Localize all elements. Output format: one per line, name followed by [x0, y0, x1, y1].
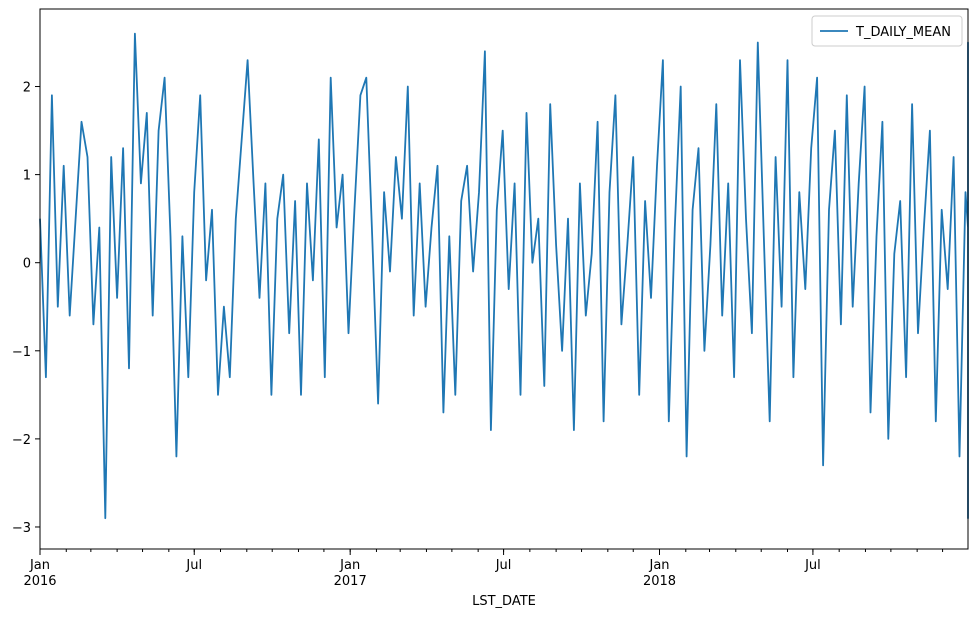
y-tick-label: −3 [12, 521, 31, 536]
y-tick-label: 2 [23, 81, 31, 96]
x-tick-label: Jan [339, 558, 360, 573]
x-tick-label: Jul [804, 558, 821, 573]
x-tick-label: Jul [495, 558, 512, 573]
x-tick-year-label: 2018 [643, 574, 676, 589]
legend-box [811, 15, 963, 47]
legend: T_DAILY_MEAN [811, 15, 963, 47]
x-tick-year-label: 2017 [334, 574, 367, 589]
series-line-0 [39, 32, 969, 520]
y-tick-label: −1 [12, 345, 31, 360]
legend-label: T_DAILY_MEAN [855, 25, 951, 40]
y-axis: −3 −2 −1 0 1 2 [12, 81, 40, 536]
x-tick-label: Jul [185, 558, 202, 573]
y-tick-label: 1 [23, 169, 31, 184]
x-tick-label: Jan [648, 558, 669, 573]
series-lines [39, 32, 969, 520]
x-axis-label: LST_DATE [472, 594, 536, 609]
x-tick-label: Jan [29, 558, 50, 573]
y-tick-label: −2 [12, 433, 31, 448]
x-tick-year-label: 2016 [23, 574, 56, 589]
plot-frame [39, 8, 969, 550]
y-tick-label: 0 [23, 257, 31, 272]
